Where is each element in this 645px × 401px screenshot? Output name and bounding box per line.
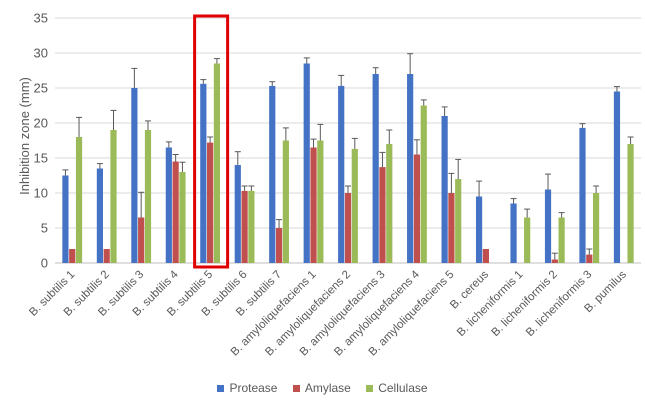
y-tick-label: 35 <box>34 11 48 26</box>
bar <box>379 167 386 263</box>
bar <box>420 105 427 263</box>
legend-item-protease: Protease <box>217 381 277 395</box>
bar <box>524 217 531 263</box>
y-axis-label: Inhibition zone (mm) <box>17 77 32 195</box>
legend-label-amylase: Amylase <box>304 381 351 395</box>
bar <box>627 144 634 263</box>
bar <box>579 127 586 264</box>
bar <box>75 137 83 263</box>
bar <box>413 154 421 263</box>
bar <box>317 140 324 263</box>
bar <box>248 190 255 263</box>
y-tick-label: 5 <box>41 221 48 236</box>
bar <box>482 249 489 263</box>
legend-label-cellulase: Cellulase <box>378 381 428 395</box>
bar <box>69 249 76 263</box>
bar <box>441 116 448 263</box>
y-tick-label: 25 <box>34 81 48 96</box>
bar <box>172 161 179 263</box>
highlight-box <box>193 14 230 269</box>
bar <box>110 130 117 263</box>
bar <box>234 165 241 263</box>
bar <box>372 74 379 263</box>
bar <box>165 147 172 263</box>
legend-swatch-protease <box>217 385 225 392</box>
bar <box>510 203 517 263</box>
bar <box>551 259 558 263</box>
bar <box>586 254 593 263</box>
y-tick-label: 0 <box>41 256 48 271</box>
legend-swatch-cellulase <box>366 385 374 392</box>
y-tick-label: 30 <box>34 46 48 61</box>
bar <box>613 91 621 263</box>
bar <box>96 168 104 263</box>
legend-item-cellulase: Cellulase <box>366 381 428 395</box>
bar <box>592 193 600 263</box>
legend-label-protease: Protease <box>229 381 278 395</box>
bar <box>544 189 552 263</box>
bar <box>213 63 221 263</box>
bar <box>407 74 414 263</box>
y-tick-label: 10 <box>34 186 48 201</box>
bar <box>275 228 283 263</box>
bar <box>269 85 276 264</box>
bar <box>386 144 393 263</box>
bar <box>282 140 289 263</box>
bar <box>144 130 152 263</box>
bar <box>179 172 186 263</box>
bar <box>338 85 345 264</box>
bar <box>344 193 352 263</box>
bar <box>207 142 214 263</box>
bar <box>455 179 462 263</box>
bar <box>138 217 145 263</box>
legend-swatch-amylase <box>292 385 300 392</box>
bar <box>448 193 455 263</box>
bar <box>103 249 110 263</box>
chart-legend: Protease Amylase Cellulase <box>0 381 645 395</box>
y-tick-label: 20 <box>34 116 48 131</box>
legend-item-amylase: Amylase <box>292 381 351 395</box>
bar <box>351 148 358 263</box>
bar <box>303 63 310 263</box>
bar <box>475 196 483 263</box>
bar <box>241 190 248 263</box>
bar <box>131 88 138 263</box>
y-tick-label: 15 <box>34 151 48 166</box>
bar <box>558 217 565 263</box>
bar <box>62 175 69 263</box>
bar <box>200 83 207 263</box>
bar <box>310 147 317 263</box>
